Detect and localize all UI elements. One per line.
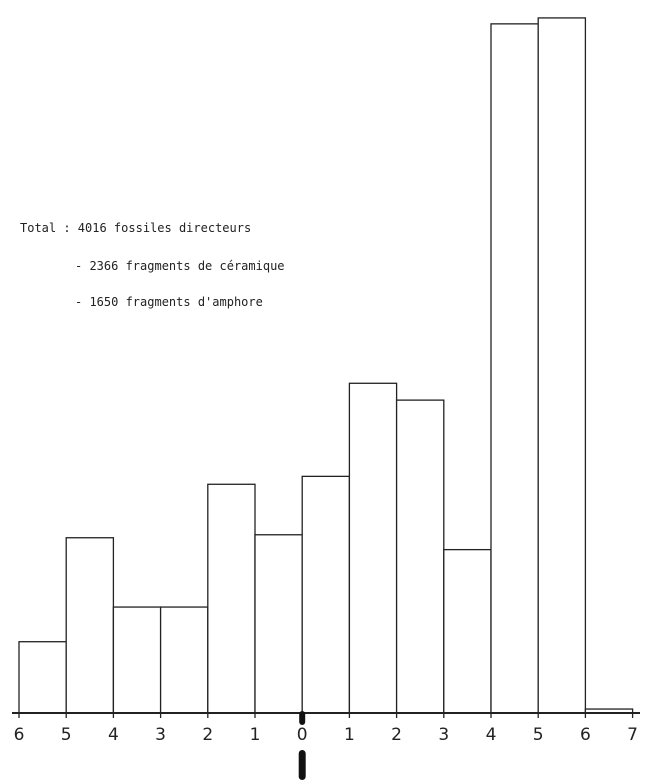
bar-7 <box>348 382 398 714</box>
x-tick-label-3: 3 <box>155 725 166 745</box>
bar-4 <box>207 483 256 714</box>
x-tick-label-7: 1 <box>344 725 355 745</box>
x-tick-label-11: 5 <box>533 725 544 745</box>
x-tick-label-9: 3 <box>438 725 449 745</box>
zero-marker <box>298 711 306 780</box>
ceramique-annotation: - 2366 fragments de céramique <box>75 259 285 273</box>
x-tick-label-4: 2 <box>202 725 213 745</box>
bar-8 <box>395 399 445 714</box>
x-tick-label-5: 1 <box>250 725 261 745</box>
bar-3 <box>159 606 209 714</box>
bar-9 <box>443 548 492 714</box>
x-tick-label-10: 4 <box>486 725 497 745</box>
x-tick-label-12: 6 <box>580 725 591 745</box>
total-annotation: Total : 4016 fossiles directeurs <box>20 221 252 235</box>
zero-marker-top <box>299 711 306 725</box>
x-tick-label-2: 4 <box>108 725 119 745</box>
bar-11 <box>537 17 587 714</box>
x-tick-label-13: 7 <box>627 725 638 745</box>
x-tick-label-6: 0 <box>297 725 308 745</box>
x-tick-label-1: 5 <box>61 725 72 745</box>
bar-10 <box>490 23 539 714</box>
zero-marker-bottom <box>298 750 306 780</box>
x-tick-label-0: 6 <box>14 725 25 745</box>
x-ticks-group: 6 5 4 3 2 1 0 1 2 3 4 5 6 7 <box>14 713 638 745</box>
bar-2 <box>112 606 162 714</box>
x-tick-label-8: 2 <box>391 725 402 745</box>
bars-group <box>18 17 634 714</box>
bar-0 <box>18 641 67 714</box>
amphore-annotation: - 1650 fragments d'amphore <box>75 295 263 309</box>
bar-1 <box>65 537 115 714</box>
bar-5 <box>254 534 303 714</box>
bar-6 <box>301 475 351 714</box>
